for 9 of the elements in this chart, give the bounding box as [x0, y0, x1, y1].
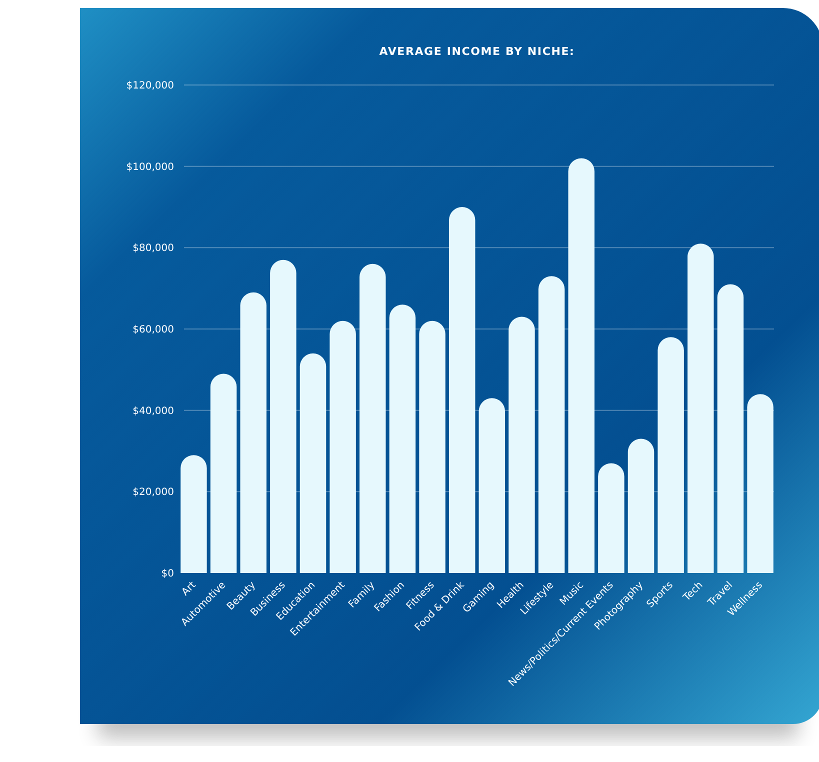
y-tick-label: $20,000: [132, 487, 174, 498]
y-tick-label: $40,000: [132, 406, 174, 417]
y-tick-label: $60,000: [132, 324, 174, 336]
y-tick-label: $100,000: [126, 162, 174, 173]
x-tick-label: Tech: [680, 580, 706, 604]
chart-title: AVERAGE INCOME BY NICHE:: [379, 45, 575, 58]
y-tick-label: $80,000: [132, 243, 174, 254]
y-tick-label: $120,000: [126, 80, 174, 92]
y-tick-label: $0: [161, 568, 174, 580]
